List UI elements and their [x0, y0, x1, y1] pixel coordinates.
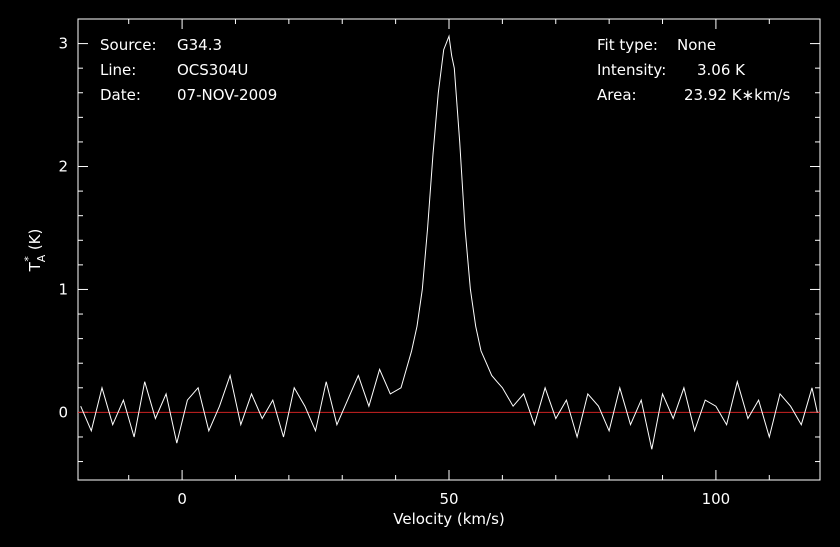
intensity-value: 3.06 K [697, 61, 746, 79]
intensity-key: Intensity: [597, 61, 667, 79]
x-tick-label: 100 [702, 490, 731, 508]
x-tick-label: 50 [439, 490, 458, 508]
x-axis-label: Velocity (km/s) [393, 510, 504, 528]
area-value: 23.92 K∗km/s [684, 86, 791, 104]
axis-ticks: 0 50 100 0 1 2 3 [58, 19, 820, 508]
y-axis-label-unit: (K) [26, 229, 44, 251]
y-tick-label: 0 [58, 403, 68, 421]
y-axis-label: TA* (K) [22, 229, 48, 273]
fit-type-key: Fit type: [597, 36, 658, 54]
y-tick-label: 3 [58, 35, 68, 53]
fit-type-value: None [677, 36, 717, 54]
date-value: 07-NOV-2009 [177, 86, 278, 104]
date-key: Date: [100, 86, 141, 104]
y-axis-label-sup: * [22, 256, 35, 262]
spectrum-series-line [80, 34, 818, 450]
line-value: OCS304U [177, 61, 249, 79]
svg-text:TA*(K): TA* (K) [22, 229, 48, 273]
area-key: Area: [597, 86, 637, 104]
source-value: G34.3 [177, 36, 223, 54]
y-tick-label: 1 [58, 280, 68, 298]
source-key: Source: [100, 36, 157, 54]
y-axis-label-sub: A [35, 254, 48, 262]
x-tick-label: 0 [177, 490, 187, 508]
y-axis-label-main: T [26, 261, 44, 272]
y-tick-label: 2 [58, 158, 68, 176]
line-key: Line: [100, 61, 137, 79]
